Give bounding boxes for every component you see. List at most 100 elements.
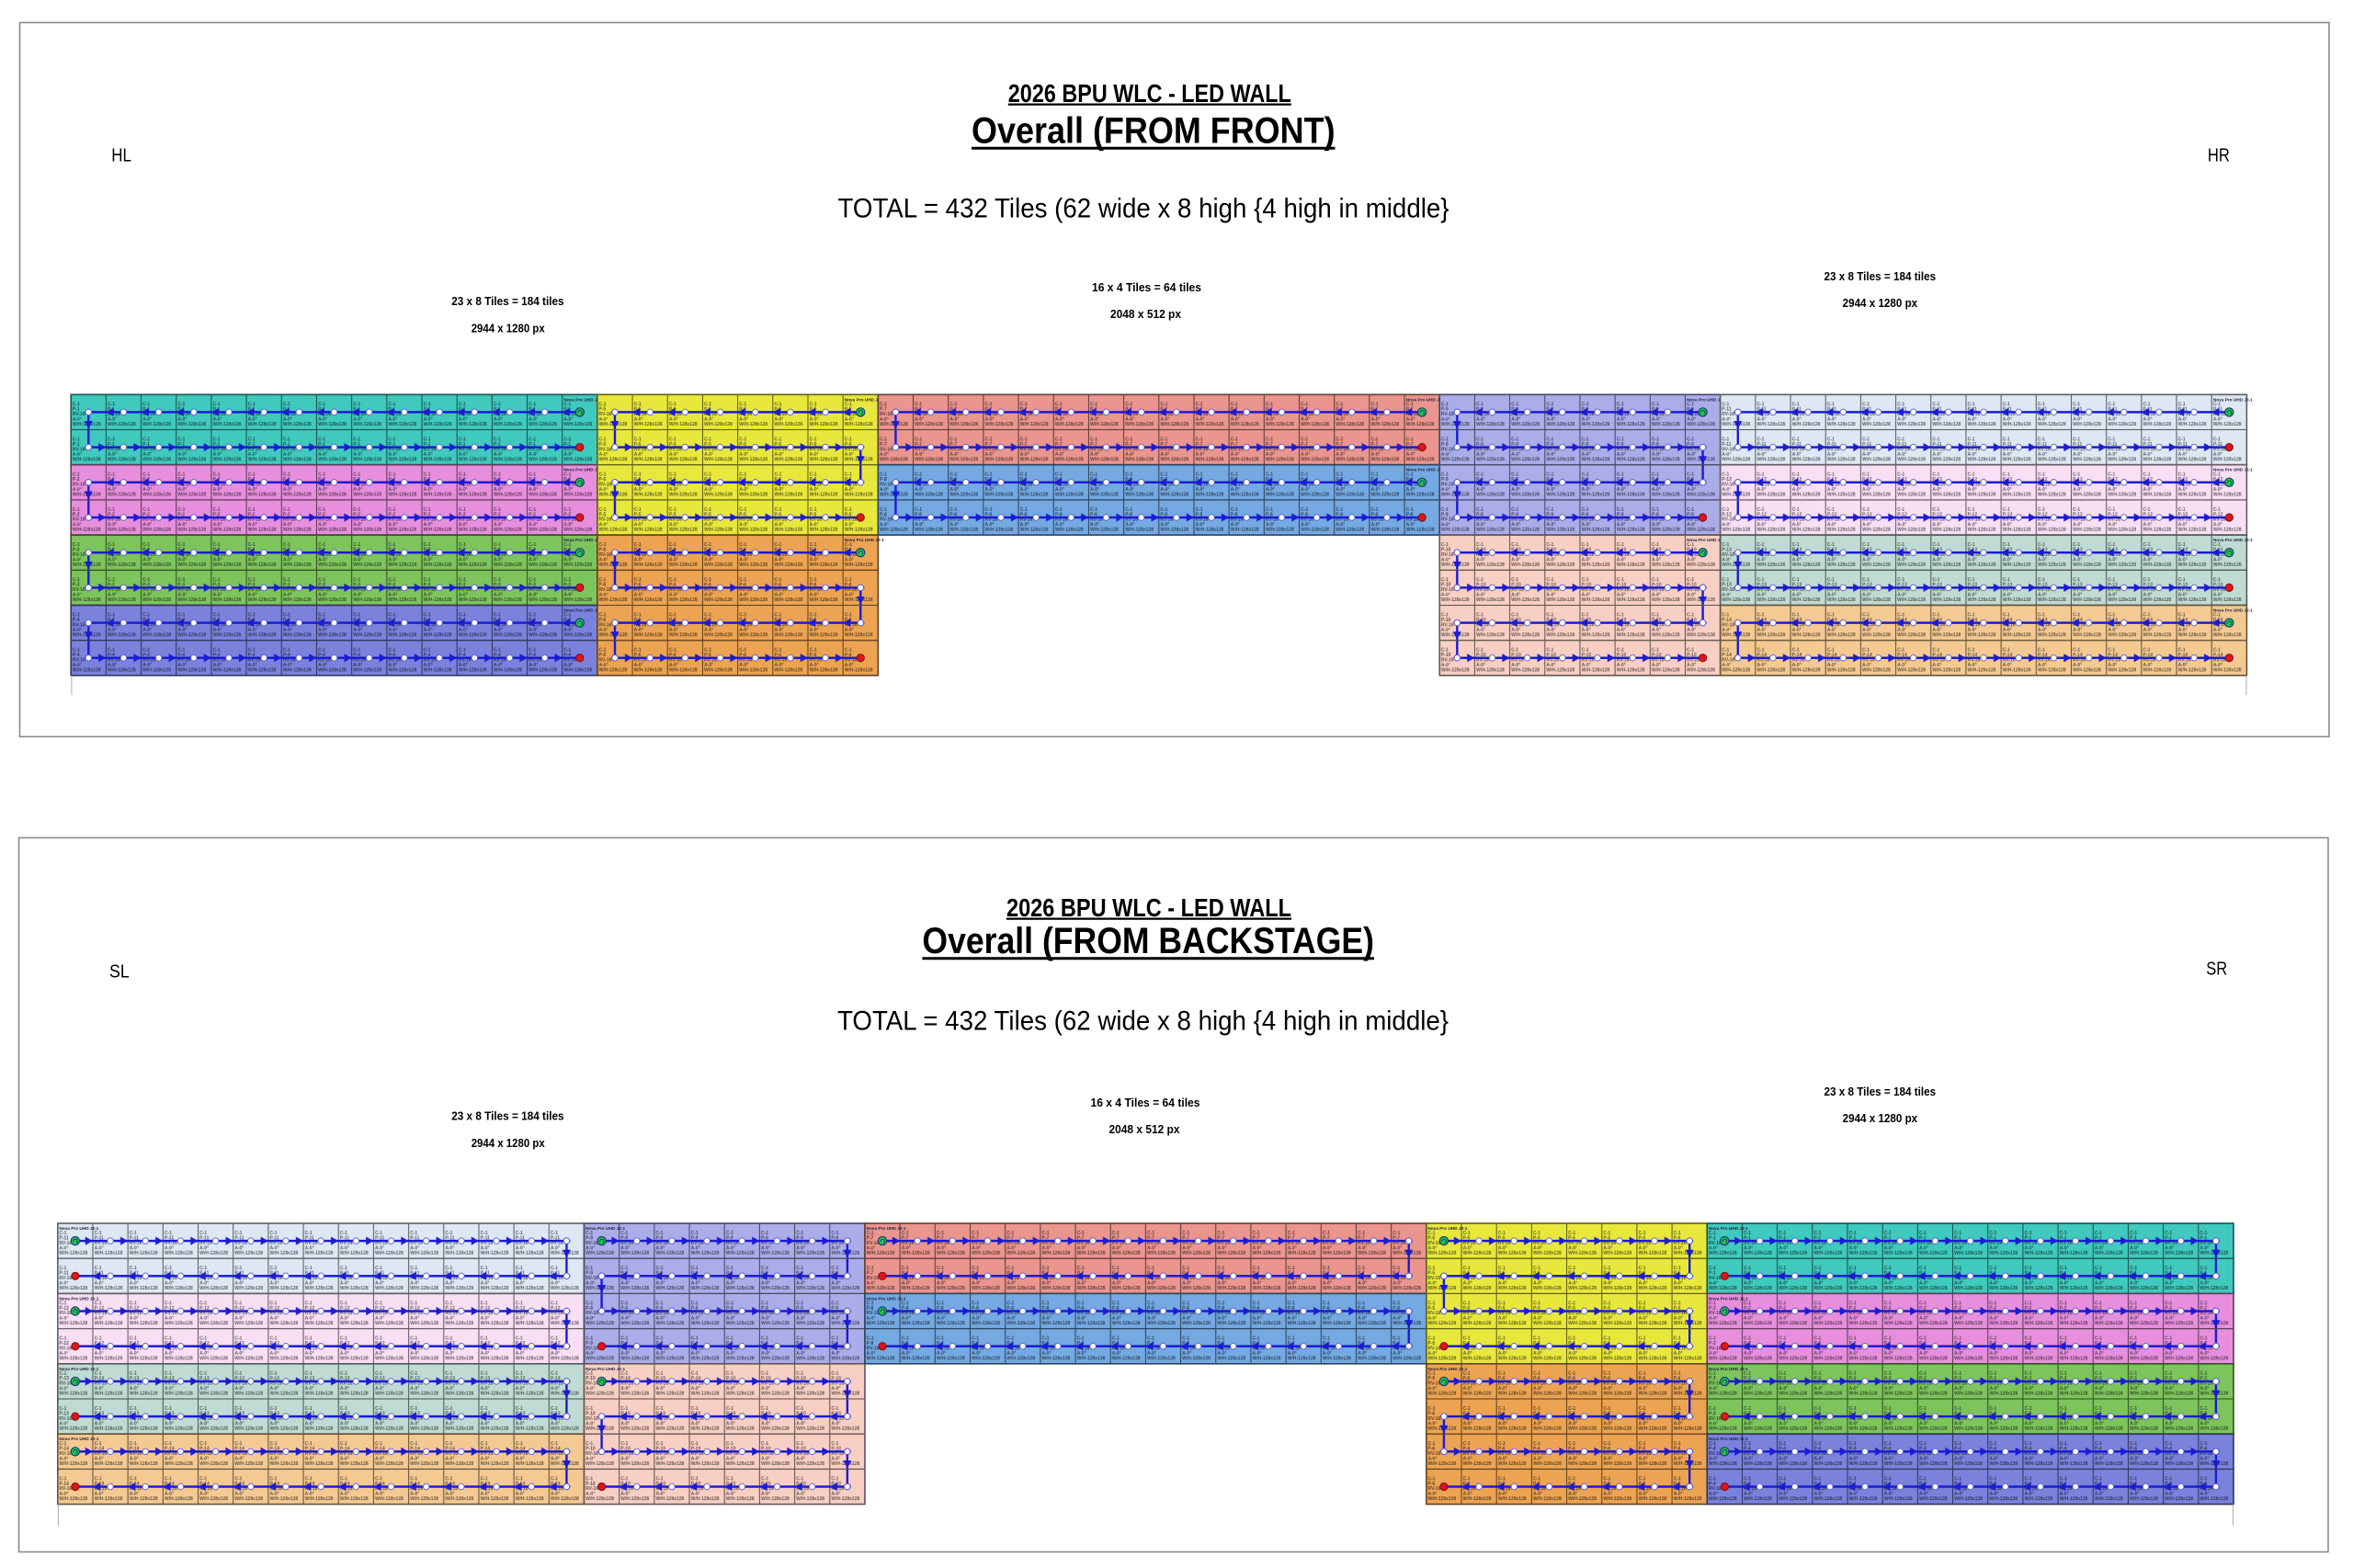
svg-text:Nova Pro UHD J2-1: Nova Pro UHD J2-1 [845,397,884,402]
svg-text:P-13: P-13 [59,1411,69,1416]
svg-text:Nova Pro UHD J2-1: Nova Pro UHD J2-1 [2213,468,2253,472]
svg-text:P-6: P-6 [599,618,607,623]
svg-text:P-11: P-11 [59,1235,69,1241]
svg-text:P-14: P-14 [1722,618,1732,623]
svg-text:2026 BPU WLC - LED WALL: 2026 BPU WLC - LED WALL [1006,893,1291,922]
svg-text:RV-16: RV-16 [585,1241,598,1246]
svg-text:P-6: P-6 [1427,1411,1435,1416]
svg-text:RV-16: RV-16 [1709,1381,1722,1387]
svg-text:P-6: P-6 [599,653,607,658]
svg-text:P-13: P-13 [1722,548,1732,553]
svg-text:P-9: P-9 [1441,407,1449,413]
svg-text:P-10: P-10 [1441,548,1451,553]
svg-text:P-1: P-1 [1709,1271,1716,1277]
svg-text:RV-16: RV-16 [1722,552,1734,558]
svg-text:P-10: P-10 [585,1411,596,1416]
svg-text:P-5: P-5 [599,442,607,448]
svg-text:P-12: P-12 [1722,477,1732,483]
svg-text:RV-16: RV-16 [1441,412,1454,417]
svg-text:RV-16: RV-16 [59,1486,72,1492]
svg-text:P-11: P-11 [1722,442,1732,448]
svg-text:RV-16: RV-16 [1427,1451,1440,1457]
svg-text:P-2: P-2 [73,512,80,517]
svg-text:RV-16: RV-16 [867,1346,880,1351]
svg-text:P-9: P-9 [585,1306,593,1312]
svg-text:RV-16: RV-16 [1709,1241,1722,1246]
svg-text:RV-16: RV-16 [1709,1311,1722,1316]
svg-text:Overall (FROM FRONT): Overall (FROM FRONT) [972,111,1336,152]
svg-text:RV-16: RV-16 [1441,483,1454,488]
svg-text:RV-16: RV-16 [1427,1416,1440,1422]
svg-text:Nova Pro UHD J2-1: Nova Pro UHD J2-1 [867,1226,906,1231]
svg-text:P-14: P-14 [59,1447,69,1452]
svg-text:P-12: P-12 [59,1306,69,1312]
svg-text:P-10: P-10 [1441,653,1451,658]
svg-text:Nova Pro UHD J2-1: Nova Pro UHD J2-1 [563,397,603,402]
svg-text:Nova Pro UHD J2-1: Nova Pro UHD J2-1 [1406,468,1446,472]
svg-text:RV-16: RV-16 [599,412,612,417]
svg-text:RV-16: RV-16 [599,622,612,628]
svg-text:P-10: P-10 [585,1447,596,1452]
svg-text:RV-16: RV-16 [1441,552,1454,558]
svg-text:Nova Pro UHD J2-1: Nova Pro UHD J2-1 [1687,538,1726,542]
svg-text:Nova Pro UHD J2-1: Nova Pro UHD J2-1 [563,608,603,613]
svg-text:RV-16: RV-16 [59,1241,72,1246]
svg-text:P-9: P-9 [585,1271,593,1277]
svg-text:RV-16: RV-16 [867,1276,880,1281]
svg-text:P-8: P-8 [880,512,887,517]
svg-text:P-6: P-6 [1427,1447,1435,1452]
svg-text:P-5: P-5 [599,407,607,413]
svg-text:P-7: P-7 [880,407,887,413]
svg-text:RV-16: RV-16 [1709,1451,1722,1457]
svg-text:RV-16: RV-16 [585,1276,598,1281]
svg-text:23 x 8 Tiles = 184 tiles: 23 x 8 Tiles = 184 tiles [451,294,563,308]
svg-text:P-8: P-8 [880,477,887,483]
svg-text:2048 x 512 px: 2048 x 512 px [1109,1122,1181,1136]
svg-text:P-12: P-12 [1722,512,1732,517]
svg-text:P-7: P-7 [880,442,887,448]
svg-text:16 x 4 Tiles = 64 tiles: 16 x 4 Tiles = 64 tiles [1092,280,1201,294]
svg-text:2944 x 1280 px: 2944 x 1280 px [472,322,546,335]
svg-text:2944 x 1280 px: 2944 x 1280 px [472,1136,546,1150]
svg-text:P-9: P-9 [1441,442,1449,448]
svg-text:RV-16: RV-16 [73,517,85,523]
svg-text:TOTAL = 432 Tiles (62 wide x 8: TOTAL = 432 Tiles (62 wide x 8 high {4 h… [837,1006,1449,1037]
svg-text:Nova Pro UHD J2-1: Nova Pro UHD J2-1 [1427,1367,1467,1371]
svg-text:P-9: P-9 [585,1341,593,1346]
svg-text:P-4: P-4 [1709,1447,1716,1452]
svg-text:RV-16: RV-16 [73,658,85,664]
svg-text:Nova Pro UHD J2-1: Nova Pro UHD J2-1 [1709,1437,1748,1441]
svg-text:23 x 8 Tiles = 184 tiles: 23 x 8 Tiles = 184 tiles [1824,269,1937,283]
svg-text:P-3: P-3 [1709,1376,1716,1381]
svg-text:RV-16: RV-16 [1427,1486,1440,1492]
svg-text:P-6: P-6 [599,583,607,588]
svg-text:Nova Pro UHD J2-1: Nova Pro UHD J2-1 [1427,1226,1467,1231]
svg-text:RV-16: RV-16 [59,1311,72,1316]
svg-text:P-6: P-6 [1427,1482,1435,1487]
svg-text:P-5: P-5 [1427,1235,1435,1241]
svg-text:RV-16: RV-16 [1441,587,1454,593]
svg-text:P-5: P-5 [599,512,607,517]
svg-text:P-10: P-10 [1441,618,1451,623]
svg-text:RV-16: RV-16 [1441,447,1454,452]
svg-text:P-10: P-10 [585,1482,596,1487]
svg-text:RV-16: RV-16 [585,1381,598,1387]
svg-text:P-4: P-4 [73,653,80,658]
svg-text:RV-16: RV-16 [880,517,892,523]
svg-text:RV-16: RV-16 [1722,447,1734,452]
svg-text:RV-16: RV-16 [585,1416,598,1422]
svg-text:Nova Pro UHD J2-1: Nova Pro UHD J2-1 [59,1296,98,1301]
svg-text:Nova Pro UHD J2-1: Nova Pro UHD J2-1 [1709,1296,1748,1301]
svg-text:RV-16: RV-16 [1441,658,1454,664]
svg-text:RV-16: RV-16 [59,1346,72,1351]
svg-text:RV-16: RV-16 [599,587,612,593]
svg-text:P-3: P-3 [73,583,80,588]
svg-text:Nova Pro UHD J2-1: Nova Pro UHD J2-1 [563,468,603,472]
svg-text:P-12: P-12 [59,1341,69,1346]
svg-text:P-4: P-4 [73,618,80,623]
svg-text:P-3: P-3 [73,548,80,553]
svg-text:P-13: P-13 [1722,583,1732,588]
svg-text:P-14: P-14 [1722,653,1732,658]
svg-text:RV-16: RV-16 [1427,1311,1440,1316]
svg-text:RV-16: RV-16 [867,1311,880,1316]
